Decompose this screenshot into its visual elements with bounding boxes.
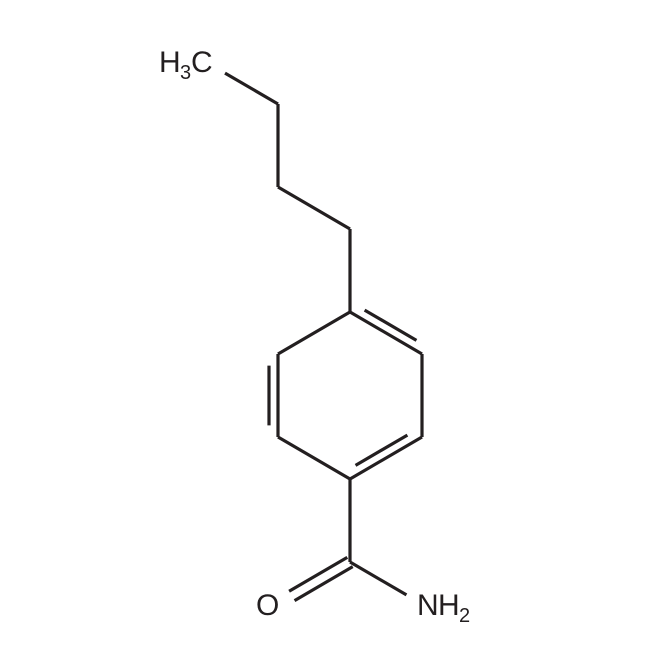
atom-label-n_amide: N bbox=[417, 589, 439, 622]
atom-label-n_amide: H bbox=[438, 589, 460, 622]
atom-label-n_amide: 2 bbox=[459, 605, 470, 627]
atom-label-o_carbonyl: O bbox=[256, 589, 279, 622]
atom-label-c_methyl: C bbox=[191, 46, 213, 79]
atom-label-c_methyl: 3 bbox=[180, 62, 191, 84]
chemical-structure-diagram: H3CONH2 bbox=[0, 0, 650, 650]
atom-label-c_methyl: H bbox=[159, 46, 181, 79]
